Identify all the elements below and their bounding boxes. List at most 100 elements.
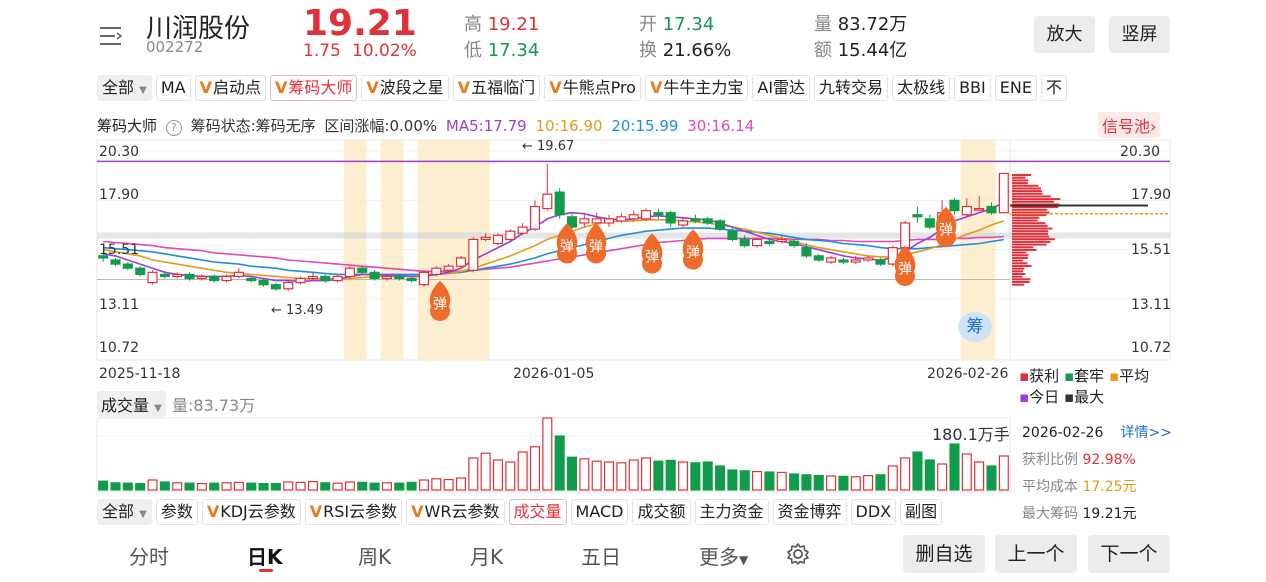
volume-bar bbox=[753, 472, 762, 490]
sub-tab-9[interactable]: DDX bbox=[851, 499, 897, 525]
sub-tab-8[interactable]: 资金博弈 bbox=[773, 499, 847, 525]
candle-body bbox=[827, 258, 836, 262]
chip-bar bbox=[1012, 198, 1060, 200]
volume-bar bbox=[271, 484, 280, 490]
candle-body bbox=[851, 260, 860, 262]
chip-info-header: 2026-02-26 详情>> bbox=[1022, 420, 1172, 447]
indicator-tab-1[interactable]: V启动点 bbox=[195, 75, 266, 101]
indicator-tab-4[interactable]: V五福临门 bbox=[453, 75, 540, 101]
indicator-tab-11[interactable]: ENE bbox=[995, 75, 1037, 101]
indicator-tab-6[interactable]: V牛牛主力宝 bbox=[645, 75, 748, 101]
chou-badge[interactable]: 筹 bbox=[958, 312, 992, 342]
candle-body bbox=[679, 221, 688, 225]
price-axis-right-2: 17.90 bbox=[1131, 187, 1171, 203]
volume-bar bbox=[185, 483, 194, 490]
indicator-all-dropdown[interactable]: 全部 ▼ bbox=[97, 75, 152, 101]
chip-distribution-legend: ▪获利 ▪套牢 ▪平均 ▪今日 ▪最大 bbox=[1019, 366, 1149, 408]
price-axis-right-3: 15.51 bbox=[1131, 242, 1171, 258]
previous-stock-button[interactable]: 上一个 bbox=[995, 535, 1077, 573]
candle-body bbox=[321, 276, 330, 280]
low-label: 低 bbox=[464, 40, 482, 61]
candle bbox=[506, 229, 515, 241]
candle bbox=[642, 209, 651, 221]
settings-icon[interactable] bbox=[786, 542, 810, 566]
volume-bar bbox=[234, 482, 243, 490]
chip-bar bbox=[1012, 238, 1055, 240]
chip-detail-link[interactable]: 详情>> bbox=[1121, 420, 1172, 447]
candle-body bbox=[395, 276, 404, 278]
indicator-tab-7[interactable]: AI雷达 bbox=[752, 75, 810, 101]
indicator-tab-12[interactable]: 不 bbox=[1041, 75, 1067, 101]
sub-tab-6[interactable]: 成交额 bbox=[632, 499, 690, 525]
tab-more[interactable]: 更多▼ bbox=[699, 541, 748, 570]
candle bbox=[580, 215, 589, 227]
high-label: 高 bbox=[464, 14, 482, 35]
ma10-value: 10:16.90 bbox=[535, 117, 602, 135]
candle-body bbox=[740, 239, 749, 245]
sub-tab-3[interactable]: VWR云参数 bbox=[406, 499, 504, 525]
chip-info-panel: 2026-02-26 详情>> 获利比例 92.98% 平均成本 17.25元 … bbox=[1022, 420, 1172, 528]
candle-body bbox=[247, 278, 256, 280]
tab-five-day[interactable]: 五日 bbox=[581, 541, 621, 570]
candle-body bbox=[642, 211, 651, 219]
sub-tab-7[interactable]: 主力资金 bbox=[695, 499, 769, 525]
candle bbox=[753, 237, 762, 247]
tan-badge-label: 弹 bbox=[645, 249, 659, 265]
chip-bar bbox=[1012, 284, 1024, 286]
sub-tab-0[interactable]: 参数 bbox=[156, 499, 198, 525]
zoom-button[interactable]: 放大 bbox=[1034, 16, 1095, 53]
candle-body bbox=[901, 223, 910, 248]
indicator-tab-5[interactable]: V牛熊点Pro bbox=[544, 75, 641, 101]
indicator-tab-label: 太极线 bbox=[897, 78, 945, 97]
chip-max-row: 最大筹码 19.21元 bbox=[1022, 501, 1172, 528]
sub-tab-label: 资金博弈 bbox=[778, 502, 842, 521]
volume-bar bbox=[506, 462, 515, 490]
ma30-line bbox=[103, 237, 1004, 272]
candle bbox=[234, 268, 243, 278]
indicator-tab-3[interactable]: V波段之星 bbox=[361, 75, 448, 101]
chip-bar bbox=[1012, 177, 1026, 179]
sub-tab-5[interactable]: MACD bbox=[571, 499, 629, 525]
tab-weekly[interactable]: 周K bbox=[358, 541, 391, 570]
ma20-value: 20:15.99 bbox=[611, 117, 678, 135]
portrait-button[interactable]: 竖屏 bbox=[1109, 16, 1170, 53]
tab-monthly[interactable]: 月K bbox=[470, 541, 503, 570]
sub-tab-label: RSI云参数 bbox=[323, 502, 397, 521]
indicator-tab-2[interactable]: V筹码大师 bbox=[270, 75, 357, 101]
kline-chart[interactable]: 弹弹 弹弹 弹弹弹 bbox=[0, 138, 1266, 362]
today-swatch: ▪ bbox=[1019, 388, 1029, 406]
sub-all-dropdown[interactable]: 全部 ▼ bbox=[97, 499, 152, 525]
volume-selector[interactable]: 成交量 ▼ bbox=[97, 391, 166, 417]
chip-bar bbox=[1012, 252, 1026, 254]
volume-bar bbox=[197, 484, 206, 490]
candle-body bbox=[814, 256, 823, 260]
sub-tab-2[interactable]: VRSI云参数 bbox=[305, 499, 402, 525]
signal-pool-button[interactable]: 信号池› bbox=[1098, 112, 1160, 138]
tab-daily[interactable]: 日K bbox=[247, 541, 283, 570]
indicator-tab-9[interactable]: 太极线 bbox=[892, 75, 950, 101]
remove-watchlist-button[interactable]: 删自选 bbox=[903, 535, 985, 573]
candle bbox=[999, 173, 1008, 212]
help-icon[interactable]: ? bbox=[166, 120, 182, 136]
sub-tab-4[interactable]: 成交量 bbox=[509, 499, 567, 525]
low-annotation: ← 13.49 bbox=[271, 303, 323, 318]
tab-intraday[interactable]: 分时 bbox=[129, 541, 169, 570]
ma5-value: MA5:17.79 bbox=[446, 117, 527, 135]
next-stock-button[interactable]: 下一个 bbox=[1088, 535, 1170, 573]
candle-body bbox=[962, 207, 971, 215]
highlight-band-1 bbox=[381, 140, 404, 360]
menu-icon[interactable] bbox=[99, 25, 125, 47]
chip-bar bbox=[1012, 244, 1047, 246]
v-badge-icon: V bbox=[549, 78, 561, 97]
candle-body bbox=[617, 217, 626, 221]
volume-bar bbox=[173, 483, 182, 490]
volume-max-label: 180.1万手 bbox=[932, 421, 1010, 445]
candle bbox=[469, 237, 478, 272]
sub-tab-10[interactable]: 副图 bbox=[900, 499, 942, 525]
chip-profit-row: 获利比例 92.98% bbox=[1022, 447, 1172, 474]
indicator-tab-0[interactable]: MA bbox=[156, 75, 191, 101]
sub-tab-1[interactable]: VKDJ云参数 bbox=[202, 499, 301, 525]
chip-bar bbox=[1012, 268, 1024, 270]
indicator-tab-10[interactable]: BBI bbox=[954, 75, 991, 101]
indicator-tab-8[interactable]: 九转交易 bbox=[814, 75, 888, 101]
